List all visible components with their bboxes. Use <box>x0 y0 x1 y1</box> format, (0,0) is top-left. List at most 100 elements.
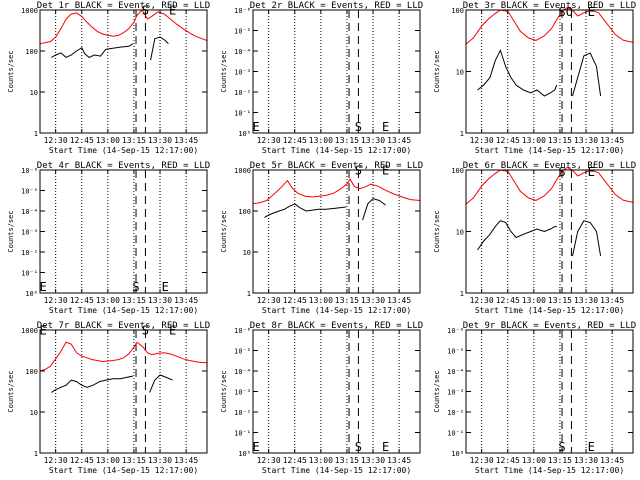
x-tick-label: 13:15 <box>335 456 359 465</box>
panel-title: Det 5r BLACK = Events, RED = LLD <box>250 161 423 171</box>
y-tick-label: 10 <box>30 89 38 97</box>
x-tick-label: 12:30 <box>257 136 281 145</box>
x-tick-label: 13:15 <box>122 456 146 465</box>
x-axis-label: Start Time (14-Sep-15 12:17:00) <box>262 306 411 315</box>
y-tick-label: 10 <box>456 229 464 237</box>
x-tick-label: 12:45 <box>283 136 307 145</box>
x-tick-label: 13:45 <box>174 136 198 145</box>
y-tick-label: 10⁻³ <box>234 389 251 397</box>
x-tick-label: 13:00 <box>522 456 546 465</box>
y-tick-label: 100 <box>25 368 38 376</box>
y-tick-label: 10⁻¹ <box>234 430 251 438</box>
plot-frame <box>465 329 634 454</box>
y-tick-label: 10⁻⁶ <box>234 7 251 15</box>
x-tick-label: 12:30 <box>257 296 281 305</box>
events-series-line <box>362 198 386 221</box>
x-axis-label: Start Time (14-Sep-15 12:17:00) <box>49 306 198 315</box>
panel-title: Det 8r BLACK = Events, RED = LLD <box>250 321 423 331</box>
x-tick-label: 12:45 <box>496 136 520 145</box>
x-tick-label: 13:15 <box>548 456 572 465</box>
panel-det-4: Det 4r BLACK = Events, RED = LLD E S E 12:30… <box>7 161 210 315</box>
y-tick-label: 100 <box>25 48 38 56</box>
x-tick-label: 12:30 <box>44 136 68 145</box>
x-tick-label: 13:00 <box>96 296 120 305</box>
events-series-line <box>51 375 134 393</box>
y-axis-label: Counts/sec <box>7 50 15 92</box>
panel-title: Det 3r BLACK = Events, RED = LLD <box>463 1 636 11</box>
x-tick-label: 13:45 <box>174 296 198 305</box>
x-tick-label: 12:30 <box>470 136 494 145</box>
x-tick-label: 12:45 <box>283 456 307 465</box>
y-axis-label: Counts/sec <box>220 50 228 92</box>
lld-series-line <box>252 178 421 205</box>
panel-title: Det 7r BLACK = Events, RED = LLD <box>37 321 210 331</box>
y-tick-label: 100 <box>451 167 464 175</box>
y-tick-label: 1 <box>460 130 464 138</box>
y-axis-label: Counts/sec <box>7 370 15 412</box>
x-tick-label: 13:30 <box>574 136 598 145</box>
y-tick-label: 1 <box>34 130 38 138</box>
lld-series-line <box>39 9 208 45</box>
marker-label: S <box>558 165 565 179</box>
y-axis-label: Counts/sec <box>220 370 228 412</box>
plot-frame <box>252 9 421 134</box>
plot-frame <box>465 169 634 294</box>
x-tick-label: 13:15 <box>122 136 146 145</box>
x-axis-label: Start Time (14-Sep-15 12:17:00) <box>49 146 198 155</box>
x-tick-label: 13:15 <box>548 136 572 145</box>
plot-frame <box>39 9 208 134</box>
x-tick-label: 13:45 <box>174 456 198 465</box>
y-tick-label: 10⁻³ <box>21 229 38 237</box>
x-tick-label: 13:15 <box>548 296 572 305</box>
x-tick-label: 13:00 <box>96 136 120 145</box>
y-tick-label: 10⁻⁵ <box>447 348 464 356</box>
y-axis-label: Counts/sec <box>433 50 441 92</box>
x-tick-label: 13:30 <box>148 136 172 145</box>
x-tick-label: 13:45 <box>387 296 411 305</box>
y-tick-label: 1 <box>247 290 251 298</box>
x-tick-label: 12:45 <box>70 456 94 465</box>
y-tick-label: 10⁻² <box>21 249 38 257</box>
events-series-line <box>150 36 169 61</box>
x-axis-label: Start Time (14-Sep-15 12:17:00) <box>262 146 411 155</box>
y-tick-label: 10⁰ <box>238 450 251 458</box>
marker-label: E <box>169 324 176 338</box>
marker-label: E <box>382 440 389 454</box>
marker-label: E <box>253 120 260 134</box>
y-tick-label: 10⁻² <box>234 409 251 417</box>
x-tick-label: 13:00 <box>309 456 333 465</box>
x-tick-label: 13:30 <box>361 456 385 465</box>
y-tick-label: 1 <box>34 450 38 458</box>
events-series-line <box>572 52 602 97</box>
x-tick-label: 12:30 <box>44 296 68 305</box>
plot-frame <box>252 329 421 454</box>
plot-frame <box>252 169 421 294</box>
y-tick-label: 1 <box>460 290 464 298</box>
x-tick-label: 13:45 <box>387 456 411 465</box>
plot-frame <box>39 329 208 454</box>
x-axis-label: Start Time (14-Sep-15 12:17:00) <box>475 146 624 155</box>
y-tick-label: 10⁻⁴ <box>234 368 251 376</box>
x-tick-label: 12:45 <box>496 296 520 305</box>
panel-title: Det 2r BLACK = Events, RED = LLD <box>250 1 423 11</box>
events-series-line <box>477 49 558 97</box>
y-tick-label: 10⁰ <box>238 130 251 138</box>
x-tick-label: 12:30 <box>470 456 494 465</box>
y-tick-label: 10 <box>456 69 464 77</box>
y-tick-label: 10 <box>243 249 251 257</box>
x-axis-label: Start Time (14-Sep-15 12:17:00) <box>49 466 198 475</box>
x-tick-label: 13:30 <box>361 296 385 305</box>
marker-label: E <box>40 280 47 294</box>
x-axis-label: Start Time (14-Sep-15 12:17:00) <box>475 466 624 475</box>
plot-frame <box>39 169 208 294</box>
marker-label: S <box>355 120 362 134</box>
y-tick-label: 10⁰ <box>451 450 464 458</box>
panel-title: Det 6r BLACK = Events, RED = LLD <box>463 161 636 171</box>
x-tick-label: 13:30 <box>574 296 598 305</box>
y-tick-label: 10⁻³ <box>234 69 251 77</box>
marker-label: E <box>588 440 595 454</box>
panel-title: Det 1r BLACK = Events, RED = LLD <box>37 1 210 11</box>
